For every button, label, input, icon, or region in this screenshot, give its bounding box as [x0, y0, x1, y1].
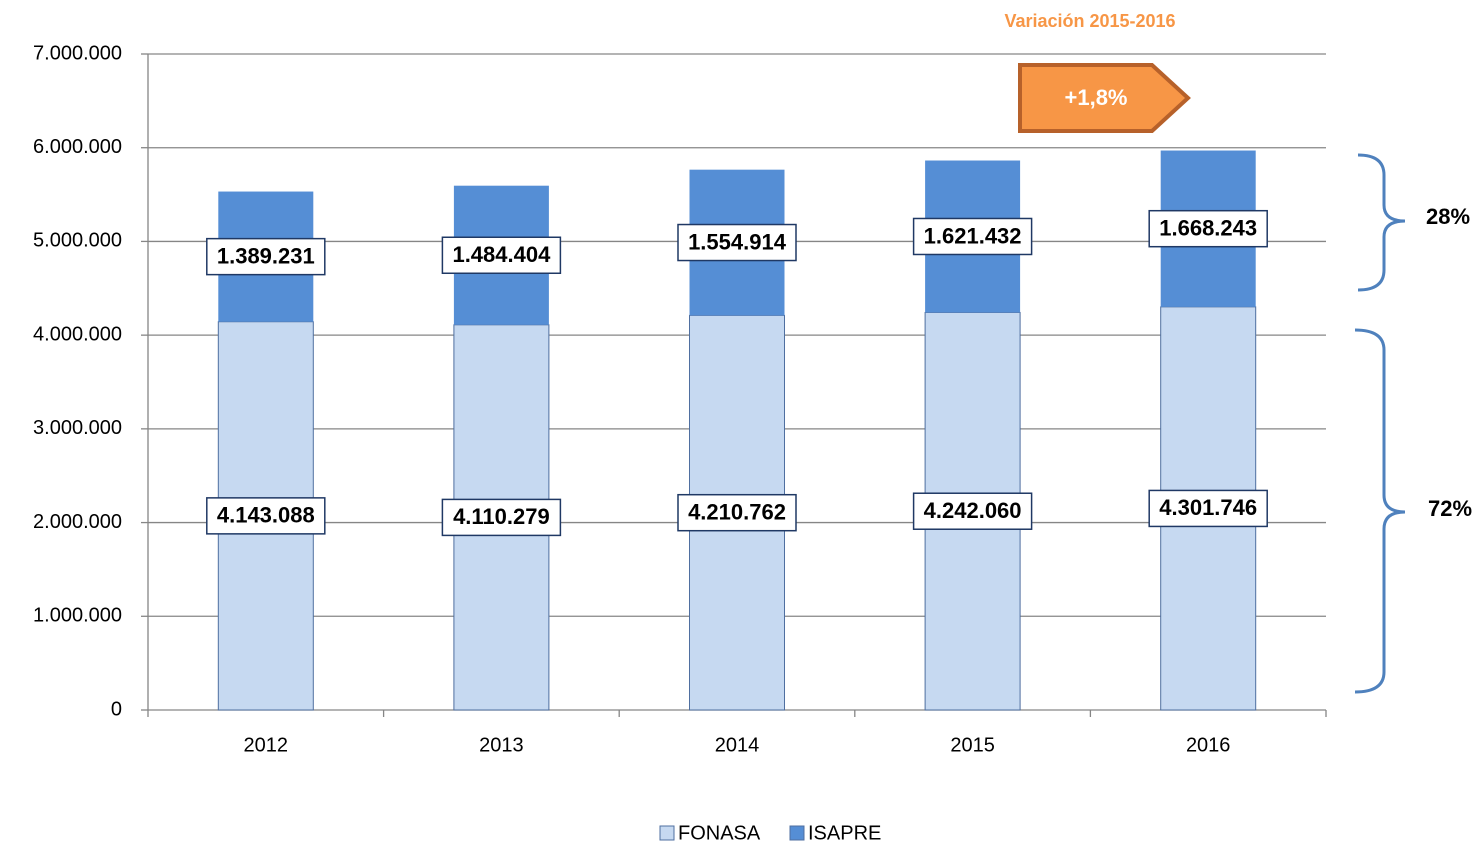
legend-label: FONASA	[678, 822, 761, 844]
legend-swatch	[659, 825, 675, 841]
y-tick-label: 5.000.000	[33, 230, 122, 252]
brace	[1354, 328, 1406, 694]
data-label-box	[441, 236, 562, 275]
data-label: 4.110.279	[453, 504, 550, 529]
y-tick-label: 4.000.000	[33, 323, 122, 345]
annotation-title: Variación 2015-2016	[1004, 11, 1175, 31]
data-label: 1.484.404	[452, 242, 551, 267]
annotation-share: 72%	[1428, 496, 1472, 521]
legend-swatch	[789, 825, 805, 841]
x-tick-label: 2016	[1186, 734, 1231, 756]
y-tick-label: 3.000.000	[33, 417, 122, 439]
data-label-box	[677, 223, 797, 262]
x-tick-label: 2013	[479, 734, 524, 756]
y-tick-label: 1.000.000	[33, 605, 122, 627]
data-label: 1.621.432	[924, 223, 1022, 248]
data-label: 4.210.762	[688, 500, 786, 525]
brace	[1357, 153, 1406, 292]
data-label: 1.554.914	[688, 229, 787, 254]
legend-label: ISAPRE	[808, 822, 881, 844]
annotation-share: 28%	[1426, 204, 1470, 229]
data-label: 4.301.746	[1159, 495, 1257, 520]
data-label: 1.668.243	[1159, 216, 1257, 241]
data-label: 4.143.088	[217, 503, 315, 528]
data-label-box	[677, 493, 797, 532]
y-tick-label: 7.000.000	[33, 42, 122, 64]
y-tick-label: 0	[111, 698, 122, 720]
data-label-box	[1148, 209, 1268, 248]
data-label-box	[912, 217, 1033, 256]
data-label: 1.389.231	[217, 243, 315, 268]
y-tick-label: 2.000.000	[33, 511, 122, 533]
data-label-box	[206, 237, 326, 276]
x-tick-label: 2014	[715, 734, 760, 756]
data-label-box	[912, 492, 1033, 530]
data-label: 4.242.060	[924, 498, 1022, 523]
data-label-box	[441, 498, 562, 537]
x-tick-label: 2015	[950, 734, 995, 756]
arrow	[1018, 63, 1191, 133]
y-tick-label: 6.000.000	[33, 136, 122, 158]
data-label-box	[1148, 489, 1268, 528]
annotation-variation: +1,8%	[1065, 85, 1128, 110]
data-label-box	[206, 497, 326, 535]
x-tick-label: 2012	[244, 734, 289, 756]
